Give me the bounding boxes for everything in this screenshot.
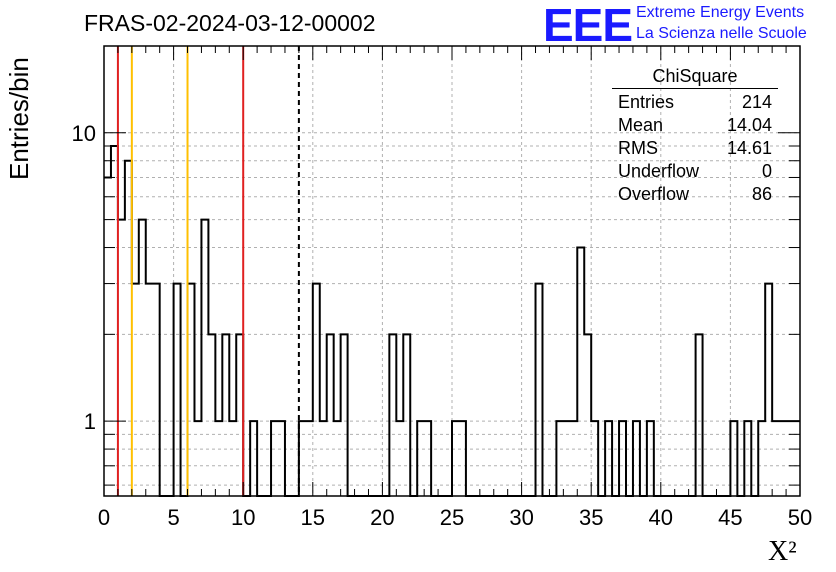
y-tick-label: 1 [84,409,96,434]
x-tick-label: 10 [231,505,255,530]
stats-label: Underflow [618,161,700,181]
x-tick-label: 25 [440,505,464,530]
logo-line-2: La Scienza nelle Scuole [636,25,807,42]
stats-label: Overflow [618,184,690,204]
stats-value: 86 [751,184,772,204]
stats-label: RMS [618,138,658,158]
stats-label: Entries [618,92,675,112]
stats-row-mean: Mean 14.04 [612,114,778,137]
stats-value: 14.61 [726,138,772,158]
stats-row-rms: RMS 14.61 [612,137,778,160]
stats-value: 14.04 [726,115,772,135]
logo-line-1: Extreme Energy Events [636,4,805,21]
y-axis-label: Entries/bin [4,57,34,180]
x-tick-label: 5 [167,505,179,530]
stats-label: Mean [618,115,664,135]
x-tick-label: 20 [370,505,394,530]
eee-logo: EEE [543,0,633,51]
stats-box: ChiSquare Entries 214 Mean 14.04 RMS 14.… [612,66,778,206]
x-tick-label: 45 [718,505,742,530]
stats-row-entries: Entries 214 [612,91,778,114]
stats-title: ChiSquare [612,66,778,89]
x-tick-label: 0 [98,505,110,530]
y-tick-label: 10 [72,121,96,146]
stats-value: 214 [741,92,772,112]
stats-row-underflow: Underflow 0 [612,160,778,183]
x-tick-label: 30 [509,505,533,530]
x-tick-label: 15 [301,505,325,530]
x-tick-label: 35 [579,505,603,530]
chart-title: FRAS-02-2024-03-12-00002 [84,10,376,36]
x-tick-label: 50 [788,505,812,530]
stats-row-overflow: Overflow 86 [612,183,778,206]
x-tick-label: 40 [649,505,673,530]
x-axis-label: X² [768,536,797,567]
stats-value: 0 [761,161,772,181]
